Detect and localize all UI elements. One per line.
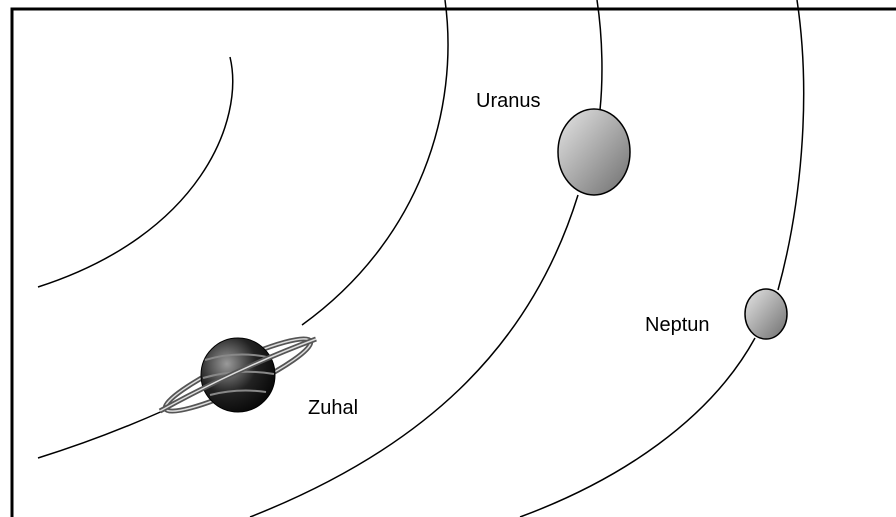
orbit xyxy=(778,0,804,290)
solar-diagram: Uranus Neptun Zuhal xyxy=(0,0,896,517)
frame xyxy=(12,9,896,517)
orbit xyxy=(38,410,165,458)
neptune xyxy=(745,289,787,339)
saturn xyxy=(160,329,317,422)
uranus xyxy=(558,109,630,195)
planet-label: Zuhal xyxy=(308,397,358,419)
orbit xyxy=(38,57,233,287)
orbit xyxy=(520,338,755,517)
planet-label: Neptun xyxy=(645,314,710,336)
orbit xyxy=(597,0,602,110)
planet-label: Uranus xyxy=(476,90,540,112)
orbit xyxy=(302,0,448,325)
